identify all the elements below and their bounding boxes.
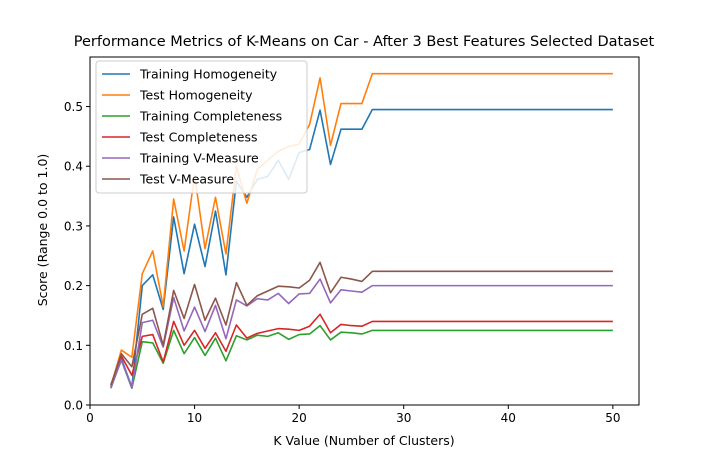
series-line-6	[110, 261, 613, 386]
x-tick-label: 50	[605, 411, 620, 425]
legend-label: Test V-Measure	[139, 172, 234, 187]
y-tick-label: 0.3	[64, 219, 83, 233]
x-axis-label: K Value (Number of Clusters)	[273, 433, 454, 448]
legend: Training Homogeneity Test Homogeneity Trai…	[95, 60, 308, 194]
legend-label: Training Homogeneity	[139, 67, 278, 82]
x-tick-label: 10	[187, 411, 202, 425]
y-tick-label: 0.2	[64, 279, 83, 293]
plot-frame	[89, 56, 640, 406]
y-tick-label: 0.1	[64, 339, 83, 353]
series-line-4	[110, 313, 613, 385]
legend-label: Training V-Measure	[139, 151, 259, 166]
x-tick-label: 20	[292, 411, 307, 425]
y-tick-label: 0.5	[64, 100, 83, 114]
x-tick-label: 0	[86, 411, 94, 425]
legend-label: Test Homogeneity	[139, 88, 253, 103]
series-line-3	[110, 324, 613, 390]
x-tick-label: 30	[396, 411, 411, 425]
series-line-1	[110, 108, 613, 389]
y-axis-label: Score (Range 0.0 to 1.0)	[35, 154, 50, 307]
y-axis: 0.0 0.1 0.2 0.3 0.4 0.5	[64, 100, 90, 413]
x-axis: 0 10 20 30 40 50	[86, 405, 620, 425]
legend-label: Training Completeness	[139, 109, 282, 124]
y-tick-label: 0.0	[64, 399, 83, 413]
x-tick-label: 40	[501, 411, 516, 425]
y-tick-label: 0.4	[64, 160, 83, 174]
chart-title: Performance Metrics of K-Means on Car - …	[74, 34, 655, 50]
series-line-5	[110, 278, 613, 389]
legend-label: Test Completeness	[139, 130, 257, 145]
legend-box	[95, 60, 308, 194]
